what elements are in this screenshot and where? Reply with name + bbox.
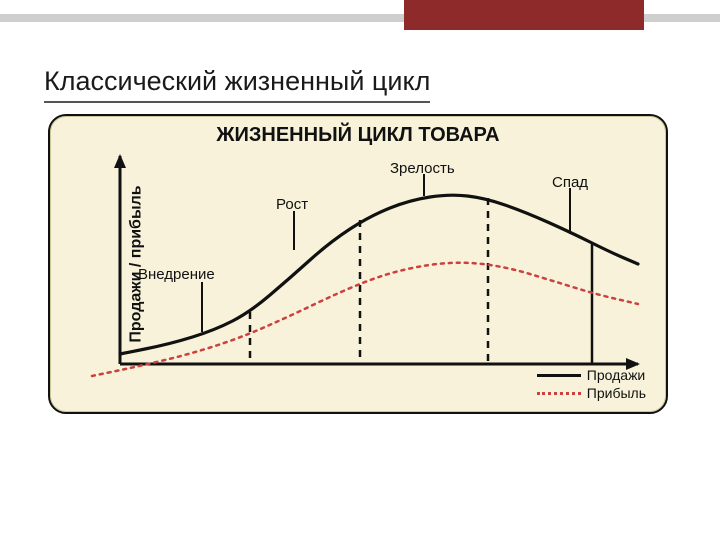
lifecycle-chart: ЖИЗНЕННЫЙ ЦИКЛ ТОВАРА Продажи / прибыль …: [48, 114, 668, 414]
legend-label-sales: Продажи: [587, 367, 645, 383]
slide-decoration: [0, 0, 720, 34]
stage-label-growth: Рост: [276, 196, 308, 213]
legend-swatch-profit: [537, 392, 581, 395]
stage-label-decline: Спад: [552, 174, 588, 191]
chart-legend: Продажи Прибыль: [537, 366, 646, 402]
legend-item-sales: Продажи: [537, 366, 646, 384]
legend-swatch-sales: [537, 374, 581, 377]
slide-title: Классический жизненный цикл: [44, 66, 430, 103]
legend-item-profit: Прибыль: [537, 384, 646, 402]
stage-label-intro: Внедрение: [138, 266, 215, 283]
legend-label-profit: Прибыль: [587, 385, 646, 401]
decoration-red-block: [404, 0, 644, 30]
stage-label-maturity: Зрелость: [390, 160, 455, 177]
